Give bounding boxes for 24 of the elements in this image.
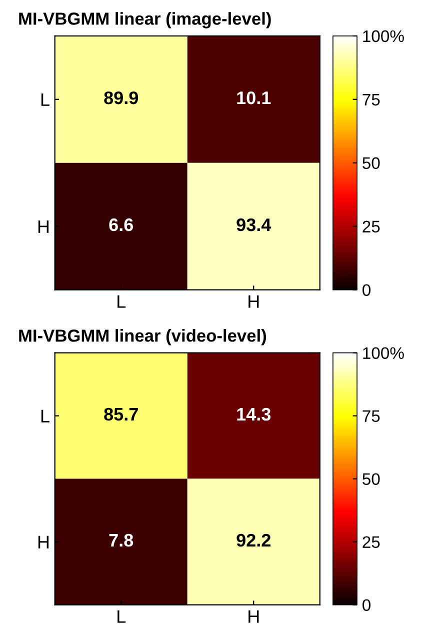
data-label: 93.4 xyxy=(236,218,272,232)
color-bar-label: 75 xyxy=(362,94,380,106)
color-bar-label: 100% xyxy=(363,347,404,360)
data-label: 89.9 xyxy=(104,91,138,104)
y-tick-label: L xyxy=(41,94,50,106)
y-tick-label: H xyxy=(38,220,49,233)
y-tick-label: H xyxy=(38,536,49,548)
data-label: 6.6 xyxy=(109,218,134,232)
color-bar-label: 50 xyxy=(362,473,380,486)
chart-title: MI-VBGMM linear (image-level) xyxy=(19,12,271,28)
data-label: 7.8 xyxy=(109,534,134,547)
data-label: 10.1 xyxy=(237,91,271,104)
color-bar-label: 75 xyxy=(362,410,380,422)
color-bar-label: 0 xyxy=(362,284,370,296)
data-label: 85.7 xyxy=(104,408,138,421)
chart-title: MI-VBGMM linear (video-level) xyxy=(19,329,266,346)
color-bar-label: 100% xyxy=(363,30,404,42)
data-label: 92.2 xyxy=(236,534,270,547)
color-bar-label: 25 xyxy=(362,536,380,548)
y-tick-label: L xyxy=(41,410,50,422)
color-bar-label: 50 xyxy=(362,157,380,170)
color-bar-label: 0 xyxy=(362,599,370,612)
color-bar-label: 25 xyxy=(362,220,380,233)
data-label: 14.3 xyxy=(237,408,271,421)
